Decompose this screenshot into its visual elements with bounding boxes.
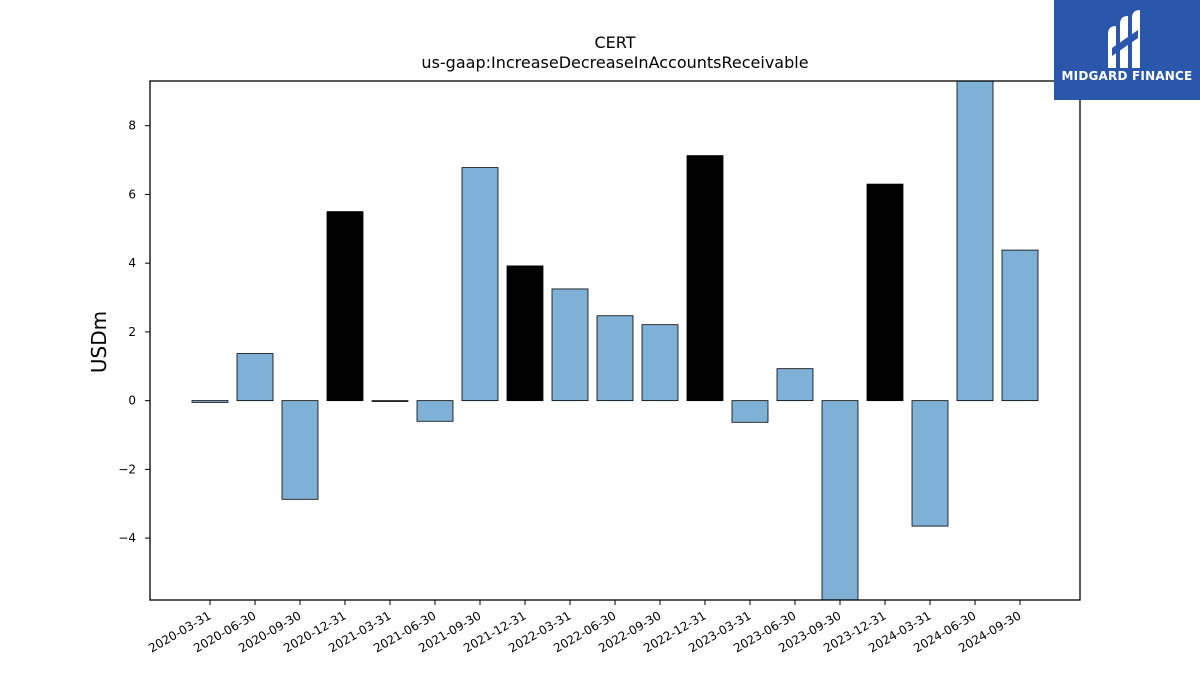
bar-2020-09-30 bbox=[281, 400, 319, 500]
bar-2022-06-30 bbox=[596, 315, 634, 402]
bar-2021-03-31 bbox=[371, 400, 409, 402]
bar-2020-12-31 bbox=[326, 211, 364, 402]
brand-logo: MIDGARD FINANCE bbox=[1054, 0, 1200, 100]
midgard-logo-icon bbox=[1108, 10, 1140, 68]
bar-2020-06-30 bbox=[236, 353, 274, 402]
bar-2023-06-30 bbox=[776, 368, 814, 402]
y-ticks: −4 −2 0 2 4 6 8 bbox=[118, 119, 150, 545]
bar-2021-09-30 bbox=[461, 167, 499, 402]
chart-subtitle: us-gaap:IncreaseDecreaseInAccountsReceiv… bbox=[421, 53, 808, 72]
bar-2024-09-30 bbox=[1001, 249, 1039, 402]
bar-2022-12-31 bbox=[686, 155, 724, 402]
plot-frame bbox=[149, 80, 1081, 601]
bar-2023-03-31 bbox=[731, 400, 769, 423]
y-tick-label: 0 bbox=[128, 394, 136, 408]
bar-2022-09-30 bbox=[641, 324, 679, 402]
y-tick-label: 2 bbox=[128, 325, 136, 339]
bars-group bbox=[191, 80, 1039, 601]
bar-2020-03-31 bbox=[191, 400, 229, 403]
x-ticks: 2020-03-312020-06-302020-09-302020-12-31… bbox=[146, 600, 1024, 655]
bar-2023-12-31 bbox=[866, 183, 904, 402]
y-tick-label: 6 bbox=[128, 187, 136, 201]
bar-2024-06-30 bbox=[956, 80, 994, 402]
bar-2021-06-30 bbox=[416, 400, 454, 422]
brand-name: MIDGARD FINANCE bbox=[1061, 69, 1193, 83]
bar-2022-03-31 bbox=[551, 288, 589, 402]
y-tick-label: −2 bbox=[118, 462, 136, 476]
chart-title: CERT bbox=[594, 33, 635, 52]
y-tick-label: 8 bbox=[128, 119, 136, 133]
bar-2023-09-30 bbox=[821, 400, 859, 601]
y-axis-label: USDm bbox=[87, 311, 111, 373]
bar-2024-03-31 bbox=[911, 400, 949, 527]
y-tick-label: −4 bbox=[118, 531, 136, 545]
bar-2021-12-31 bbox=[506, 265, 544, 402]
y-tick-label: 4 bbox=[128, 256, 136, 270]
